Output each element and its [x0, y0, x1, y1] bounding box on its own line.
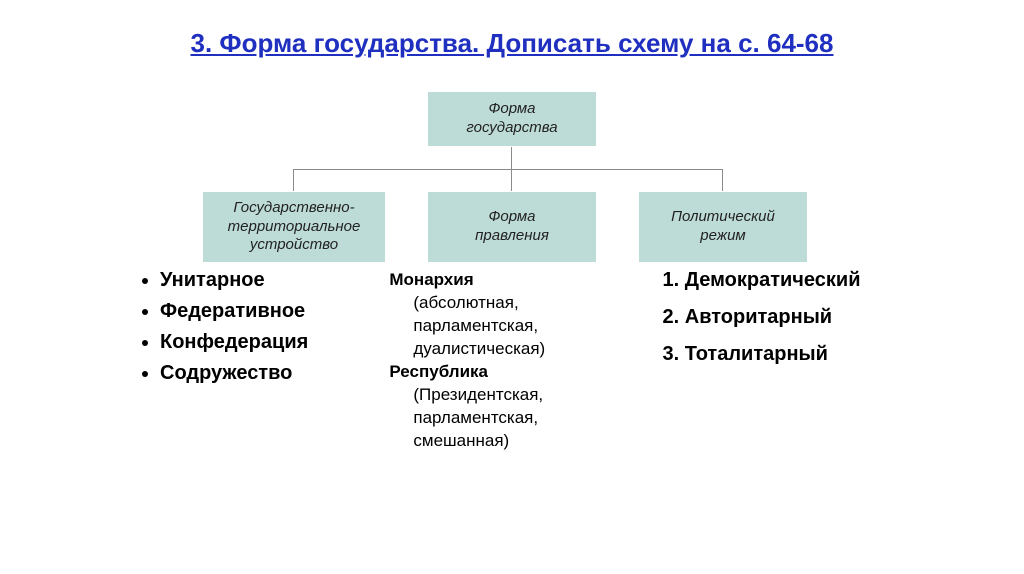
- col-right: Демократический Авторитарный Тоталитарны…: [659, 269, 934, 453]
- connector-trunk: [511, 147, 512, 169]
- node-c0-l2: территориальное: [228, 218, 361, 235]
- col-mid: Монархия (абсолютная, парламентская, дуа…: [389, 269, 618, 453]
- node-root-l2: государства: [466, 119, 557, 136]
- node-root: Форма государства: [427, 91, 597, 147]
- page-title: 3. Форма государства. Дописать схему на …: [0, 0, 1024, 69]
- lists-row: Унитарное Федеративное Конфедерация Содр…: [0, 269, 1024, 453]
- government-forms: Монархия (абсолютная, парламентская, дуа…: [389, 269, 618, 453]
- list-item: Унитарное: [160, 269, 349, 292]
- node-child-2: Политический режим: [638, 191, 808, 263]
- list-item: Тоталитарный: [685, 343, 934, 366]
- node-c0-l1: Государственно-: [233, 199, 354, 216]
- list-item: Содружество: [160, 362, 349, 385]
- connector-drop-0: [293, 169, 294, 191]
- connector-hbar: [293, 169, 723, 170]
- monarchy-head: Монархия: [389, 270, 473, 289]
- node-c2-l2: режим: [700, 227, 745, 244]
- org-diagram: Форма государства Государственно- террит…: [0, 69, 1024, 269]
- list-item: Федеративное: [160, 300, 349, 323]
- regime-list: Демократический Авторитарный Тоталитарны…: [659, 269, 934, 366]
- republic-sub: (Президентская, парламентская, смешанная…: [389, 384, 618, 453]
- node-child-0: Государственно- территориальное устройст…: [202, 191, 386, 263]
- list-item: Авторитарный: [685, 306, 934, 329]
- node-root-l1: Форма: [488, 100, 535, 117]
- connector-drop-1: [511, 169, 512, 191]
- node-c0-l3: устройство: [250, 236, 338, 253]
- monarchy-sub: (абсолютная, парламентская, дуалистическ…: [389, 292, 618, 361]
- node-c1-l1: Форма: [488, 208, 535, 225]
- node-c1-l2: правления: [475, 227, 549, 244]
- list-item: Демократический: [685, 269, 934, 292]
- col-left: Унитарное Федеративное Конфедерация Содр…: [120, 269, 349, 453]
- node-child-1: Форма правления: [427, 191, 597, 263]
- node-c2-l1: Политический: [671, 208, 775, 225]
- connector-drop-2: [722, 169, 723, 191]
- list-item: Конфедерация: [160, 331, 349, 354]
- territorial-list: Унитарное Федеративное Конфедерация Содр…: [120, 269, 349, 385]
- republic-head: Республика: [389, 362, 488, 381]
